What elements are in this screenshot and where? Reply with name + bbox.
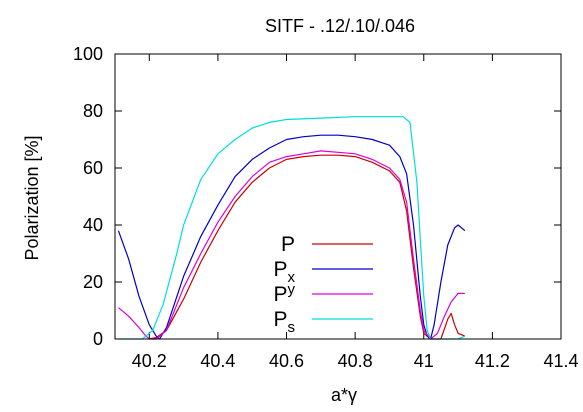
legend-label: Py: [273, 281, 295, 306]
legend-label-text: P: [273, 283, 287, 306]
x-tick-label: 41: [414, 351, 434, 371]
y-tick-label: 60: [83, 158, 103, 178]
x-tick-label: 40.6: [269, 351, 304, 371]
legend-superscript: y: [288, 281, 296, 298]
plot-frame: [114, 53, 562, 340]
y-tick-label: 20: [83, 272, 103, 292]
series-line-1: [117, 134, 466, 340]
legend-label: P: [281, 233, 295, 256]
legend-subscript: s: [288, 319, 296, 336]
series-lines: [117, 116, 466, 340]
legend-label-text: P: [281, 233, 295, 256]
chart-title: SITF - .12/.10/.046: [265, 16, 415, 36]
legend-label: Ps: [273, 308, 295, 336]
x-axis-label: a*γ: [331, 385, 357, 405]
legend-entry-3: Ps: [273, 308, 373, 336]
x-tick-label: 40.2: [132, 351, 167, 371]
x-tick-label: 41.4: [543, 351, 578, 371]
y-tick-label: 0: [93, 329, 103, 349]
y-axis-label: Polarization [%]: [22, 135, 42, 260]
x-tick-label: 40.4: [200, 351, 235, 371]
y-tick-label: 80: [83, 101, 103, 121]
legend-label-text: P: [273, 308, 287, 331]
legend-entry-0: P: [281, 233, 373, 256]
legend-entry-1: Px: [273, 258, 373, 286]
legend-label-text: P: [273, 258, 287, 281]
legend-label: Px: [273, 258, 295, 286]
axis-ticks: 40.2 40.4 40.6 40.8 41 41.2 41.4 0 20 40 60 80 100: [73, 44, 579, 371]
legend-subscript: x: [288, 269, 296, 286]
y-tick-label: 100: [73, 44, 103, 64]
y-tick-label: 40: [83, 215, 103, 235]
x-tick-label: 40.8: [338, 351, 373, 371]
series-line-0: [149, 154, 466, 340]
series-line-3: [118, 116, 466, 340]
legend-entry-2: Py: [273, 281, 373, 306]
x-tick-label: 41.2: [475, 351, 510, 371]
